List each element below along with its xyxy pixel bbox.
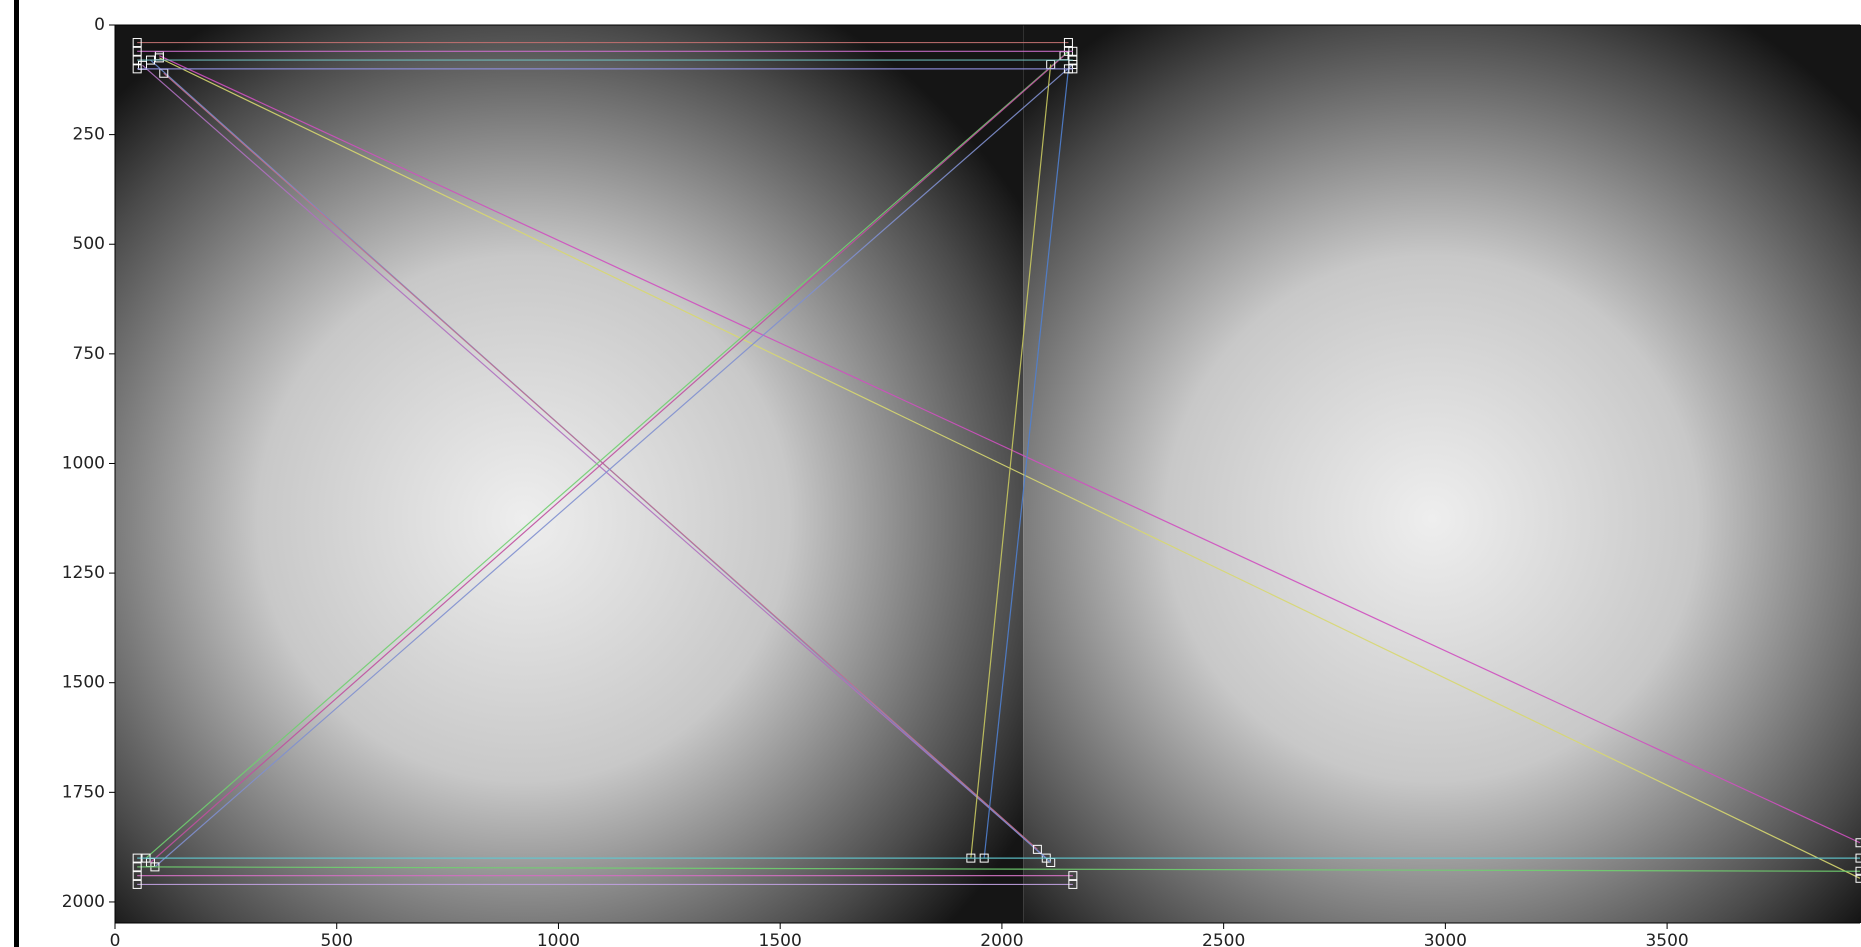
y-tick-label: 500 — [73, 234, 105, 254]
y-tick-label: 1750 — [62, 782, 105, 802]
x-tick-label: 1000 — [537, 931, 580, 947]
x-tick-label: 3500 — [1645, 931, 1688, 947]
image-panel — [115, 25, 1023, 923]
x-tick-label: 3000 — [1424, 931, 1467, 947]
x-tick-label: 1500 — [759, 931, 802, 947]
y-tick-label: 1500 — [62, 673, 105, 693]
x-tick-label: 2500 — [1202, 931, 1245, 947]
x-tick-label: 500 — [321, 931, 353, 947]
y-tick-label: 1250 — [62, 563, 105, 583]
window-edge — [14, 0, 19, 947]
y-tick-label: 0 — [94, 15, 105, 35]
x-tick-label: 0 — [110, 931, 121, 947]
y-tick-label: 750 — [73, 344, 105, 364]
image-area — [115, 25, 1861, 923]
x-tick-label: 2000 — [980, 931, 1023, 947]
y-tick-label: 1000 — [62, 453, 105, 473]
y-tick-label: 2000 — [62, 892, 105, 912]
plot: 0 250 500 750 1000 1250 1500 1750 2000 0 500 1000 15… — [0, 0, 1861, 947]
image-panel — [1023, 25, 1861, 923]
y-tick-label: 250 — [73, 125, 105, 145]
